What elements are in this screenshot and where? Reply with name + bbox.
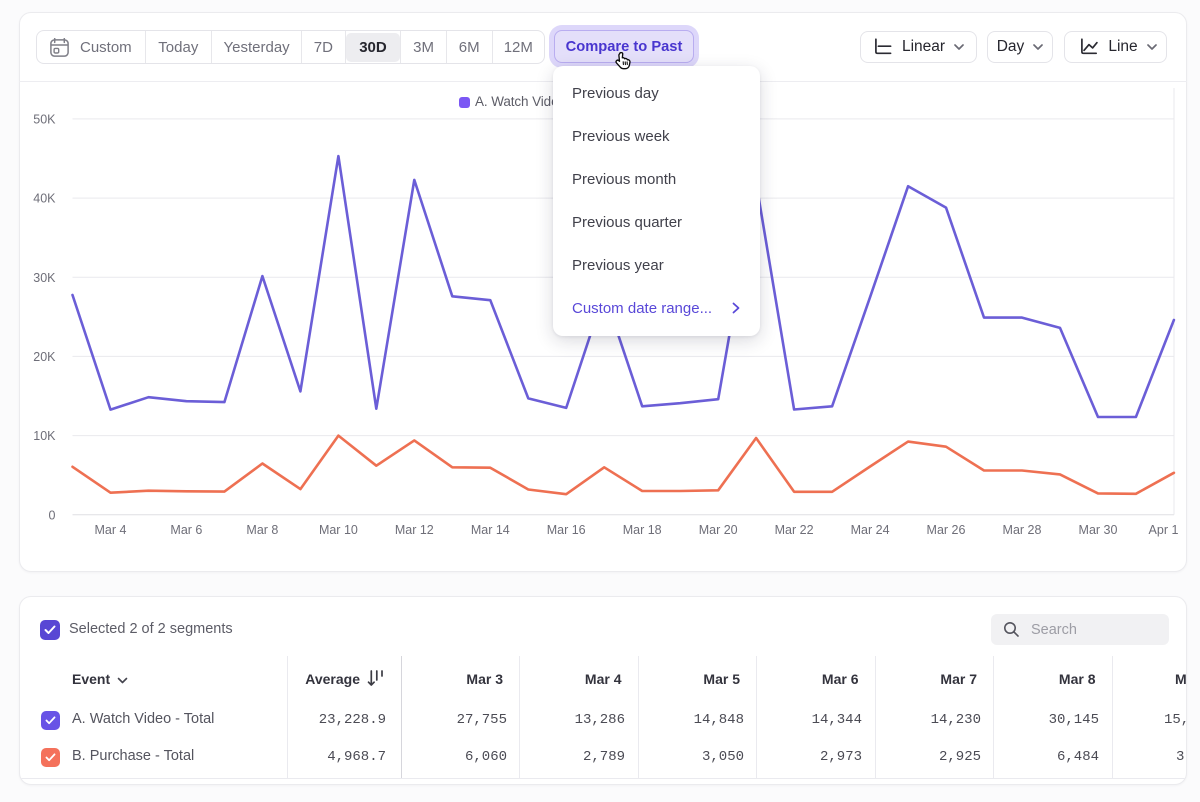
svg-text:Apr 1: Apr 1	[1149, 523, 1179, 537]
svg-text:Mar 26: Mar 26	[927, 523, 966, 537]
svg-text:10K: 10K	[33, 429, 56, 443]
svg-text:Mar 8: Mar 8	[246, 523, 278, 537]
svg-text:Mar 22: Mar 22	[775, 523, 814, 537]
svg-text:Mar 16: Mar 16	[547, 523, 586, 537]
svg-text:30K: 30K	[33, 271, 56, 285]
svg-text:Mar 10: Mar 10	[319, 523, 358, 537]
svg-text:Mar 14: Mar 14	[471, 523, 510, 537]
svg-text:Mar 28: Mar 28	[1003, 523, 1042, 537]
svg-text:0: 0	[49, 508, 56, 522]
svg-text:40K: 40K	[33, 192, 56, 206]
svg-text:Mar 18: Mar 18	[623, 523, 662, 537]
svg-text:Mar 6: Mar 6	[170, 523, 202, 537]
svg-text:Mar 12: Mar 12	[395, 523, 434, 537]
svg-text:Mar 30: Mar 30	[1079, 523, 1118, 537]
svg-text:20K: 20K	[33, 350, 56, 364]
svg-text:Mar 24: Mar 24	[851, 523, 890, 537]
svg-text:50K: 50K	[33, 112, 56, 126]
svg-text:Mar 4: Mar 4	[95, 523, 127, 537]
svg-text:Mar 20: Mar 20	[699, 523, 738, 537]
